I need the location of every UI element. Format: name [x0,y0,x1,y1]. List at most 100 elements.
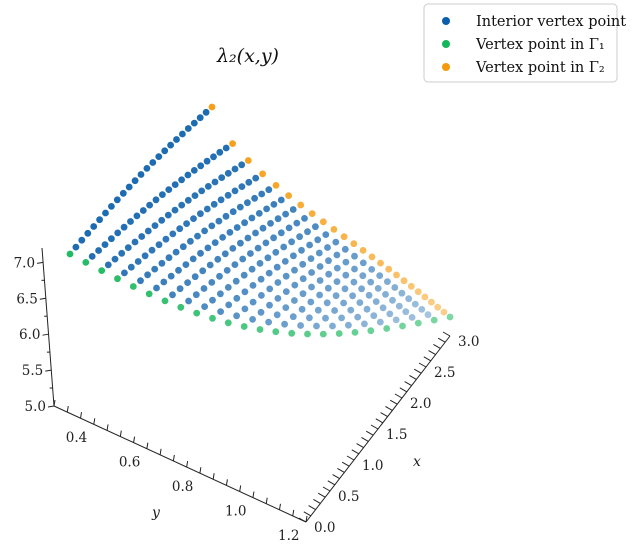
point-interior [216,272,223,280]
point-gamma2 [208,103,216,111]
point-interior [162,235,170,243]
y-axis-label: y [151,505,161,521]
x-minor-tick [418,362,427,368]
x-minor-tick [337,467,345,473]
point-interior [204,183,212,190]
z-tick-label: 6.5 [16,291,37,307]
point-interior [282,272,290,280]
x-minor-tick [437,337,446,343]
point-interior [405,295,413,303]
point-gamma2 [385,265,393,273]
y-minor-tick [80,412,83,419]
point-interior [208,279,216,286]
point-interior [282,288,290,295]
point-interior [189,255,197,263]
point-interior [274,215,282,223]
point-interior [171,206,179,214]
point-gamma1 [383,325,391,332]
point-interior [241,288,249,296]
point-interior [322,314,329,322]
x-minor-tick [317,492,326,498]
legend-marker-interior [442,17,450,25]
y-minor-tick [133,436,136,443]
x-minor-tick [409,374,417,380]
point-interior [176,225,184,233]
point-interior [347,306,355,314]
x-minor-tick [322,486,331,492]
x-tick-label: 1.0 [362,458,383,474]
point-interior [160,278,168,286]
y-minor-tick [239,485,242,492]
point-interior [184,279,192,286]
point-interior [219,234,227,241]
point-interior [224,284,232,291]
point-interior [341,285,349,293]
point-interior [314,236,322,244]
y-minor-tick [292,509,295,516]
legend-marker-gamma2 [442,63,450,71]
point-interior [241,219,249,227]
point-interior [265,186,273,194]
point-interior [167,272,175,280]
point-interior [238,183,246,191]
point-interior [241,305,249,313]
point-interior [307,255,315,262]
point-gamma1 [430,316,438,324]
point-interior [233,294,241,302]
point-interior [217,196,225,204]
point-interior [291,281,299,289]
point-interior [359,259,367,267]
point-interior [127,218,134,225]
point-interior [354,313,362,321]
x-tick-label: 2.0 [410,396,431,412]
point-interior [273,263,281,271]
point-interior [185,297,193,305]
point-interior [245,178,253,186]
point-interior [190,215,197,223]
point-interior [84,229,92,237]
point-interior [258,292,265,299]
point-gamma1 [351,329,359,336]
z-tick [37,261,44,264]
point-interior [340,299,347,307]
point-interior [254,244,262,252]
point-interior [281,258,289,265]
point-interior [402,308,410,316]
point-interior [223,267,231,274]
point-interior [331,307,338,314]
point-interior [96,216,103,224]
point-interior [176,285,184,293]
point-interior [209,296,216,304]
point-interior [191,273,199,281]
legend-item-gamma1: Vertex point in Γ₁ [442,37,605,53]
point-interior [263,205,270,213]
point-interior [249,316,256,323]
point-interior [367,278,375,286]
point-interior [167,141,175,149]
x-minor-tick [313,498,321,504]
point-gamma2 [308,210,316,218]
x-ticks: 0.00.51.01.52.02.53.0 [298,331,479,536]
point-interior [125,183,133,191]
point-interior [384,278,391,285]
point-gamma1 [304,330,311,338]
point-interior [244,199,251,207]
point-interior [184,125,192,132]
y-minor-tick [225,479,228,486]
point-interior [191,192,199,200]
point-interior [203,157,211,165]
point-interior [229,208,237,216]
point-interior [240,271,248,279]
point-interior [138,233,146,240]
point-interior [325,270,333,278]
point-interior [356,299,364,306]
point-interior [148,246,156,254]
point-interior [108,203,115,210]
point-interior [342,258,350,266]
legend-label-interior: Interior vertex point [476,14,626,30]
point-gamma1 [114,275,121,283]
point-interior [215,217,223,225]
point-interior [298,246,305,254]
point-interior [231,165,239,173]
point-interior [206,261,214,269]
